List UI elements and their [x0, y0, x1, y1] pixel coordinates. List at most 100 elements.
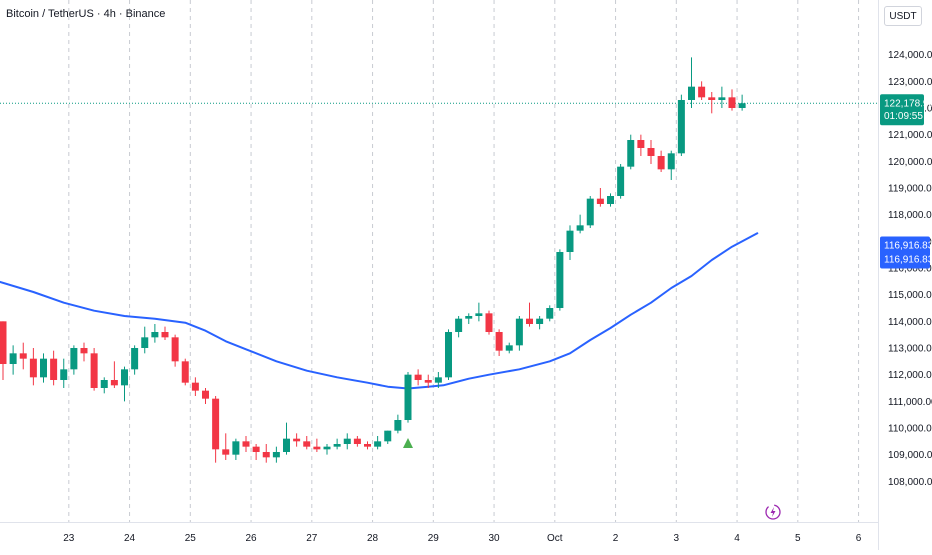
ma-value-label: 116,916.83 116,916.83	[880, 236, 932, 269]
candle	[272, 446, 280, 463]
candle-body	[151, 332, 159, 338]
candle	[445, 329, 452, 380]
candle	[637, 134, 645, 156]
candle	[404, 372, 412, 423]
x-tick-label: Oct	[547, 533, 563, 544]
candle-body	[29, 358, 37, 378]
candle	[526, 302, 533, 327]
candle-body	[191, 382, 199, 391]
candle	[100, 377, 108, 394]
candle-body	[677, 100, 685, 154]
candle	[171, 334, 179, 367]
candle	[283, 422, 290, 455]
candle-body	[40, 358, 47, 378]
candle-body	[657, 156, 665, 170]
y-tick-label: 120,000.00	[888, 157, 932, 168]
candle-body	[698, 86, 706, 98]
candle	[110, 361, 118, 388]
candle-body	[323, 446, 331, 450]
candle-body	[738, 103, 746, 108]
ma-value-text: 116,916.83	[884, 241, 932, 252]
moving-average-layer	[0, 232, 759, 390]
candle-body	[414, 374, 422, 380]
candle-body	[586, 198, 594, 226]
candle	[9, 345, 17, 375]
currency-button[interactable]: USDT	[884, 6, 922, 26]
y-tick-label: 114,000.00	[888, 317, 932, 328]
candle	[607, 193, 614, 207]
candle-body	[313, 446, 321, 450]
candle-body	[617, 166, 625, 196]
candle	[384, 430, 392, 444]
candle-body	[50, 358, 58, 380]
candle-body	[80, 348, 88, 354]
candle	[60, 358, 68, 388]
candle	[303, 436, 311, 450]
candle	[667, 150, 675, 180]
candle-body	[353, 438, 361, 444]
candle	[708, 92, 716, 114]
candle	[141, 326, 149, 354]
x-tick-label: 3	[674, 533, 680, 544]
candle	[455, 316, 463, 338]
candle-body	[343, 438, 351, 444]
candle-body	[242, 441, 250, 447]
candle-body	[455, 318, 463, 332]
candle	[313, 438, 321, 452]
y-tick-label: 119,000.00	[888, 184, 932, 195]
x-tick-label: 23	[63, 533, 75, 544]
candle-body	[100, 380, 108, 388]
candle	[576, 214, 584, 234]
candle-body	[495, 332, 503, 351]
candle-body	[181, 361, 189, 383]
candle	[546, 305, 554, 322]
candle	[515, 316, 523, 351]
candle	[495, 329, 503, 356]
candle-body	[262, 452, 270, 458]
candle-body	[283, 438, 290, 452]
candle	[252, 444, 260, 460]
candle-body	[131, 348, 139, 370]
y-tick-label: 123,000.00	[888, 77, 932, 88]
candle	[40, 353, 47, 383]
x-tick-label: 28	[367, 533, 379, 544]
grid-lines	[0, 0, 878, 522]
candle-body	[556, 252, 564, 308]
candle-body	[485, 313, 493, 332]
chart-title: Bitcoin / TetherUS · 4h · Binance	[6, 8, 166, 20]
candle-body	[475, 313, 483, 316]
candle-body	[0, 321, 7, 364]
y-tick-label: 112,000.00	[888, 370, 932, 381]
candle	[242, 436, 250, 452]
candle	[434, 372, 442, 388]
x-tick-label: 6	[856, 533, 862, 544]
ma-value-box	[880, 236, 930, 269]
x-tick-label: 2	[613, 533, 619, 544]
lightning-bolt-circle-icon[interactable]	[765, 504, 781, 520]
candle	[738, 94, 746, 111]
candle-body	[384, 430, 392, 442]
x-tick-label: 4	[734, 533, 740, 544]
candle	[181, 358, 189, 386]
candles-layer	[0, 57, 746, 463]
candle-body	[576, 225, 584, 231]
y-tick-label: 115,000.00	[888, 290, 932, 301]
candle	[536, 316, 544, 330]
candle-body	[596, 198, 604, 204]
y-tick-label: 116,000.00	[888, 264, 932, 275]
candle	[161, 326, 169, 340]
candle	[596, 188, 604, 207]
candle	[475, 302, 483, 322]
x-tick-label: 24	[124, 533, 136, 544]
candle	[424, 374, 432, 388]
last-price-value: 122,178.90	[884, 99, 932, 110]
candle-body	[607, 196, 614, 204]
signal-marker-layer	[403, 438, 413, 448]
candle-body	[272, 452, 280, 458]
candle-body	[424, 380, 432, 383]
x-tick-label: 26	[246, 533, 258, 544]
candle-body	[293, 438, 301, 442]
